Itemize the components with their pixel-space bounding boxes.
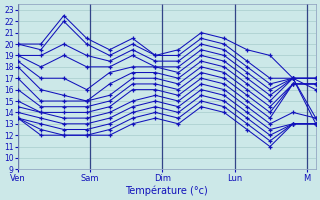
X-axis label: Température (°c): Température (°c)	[125, 185, 208, 196]
